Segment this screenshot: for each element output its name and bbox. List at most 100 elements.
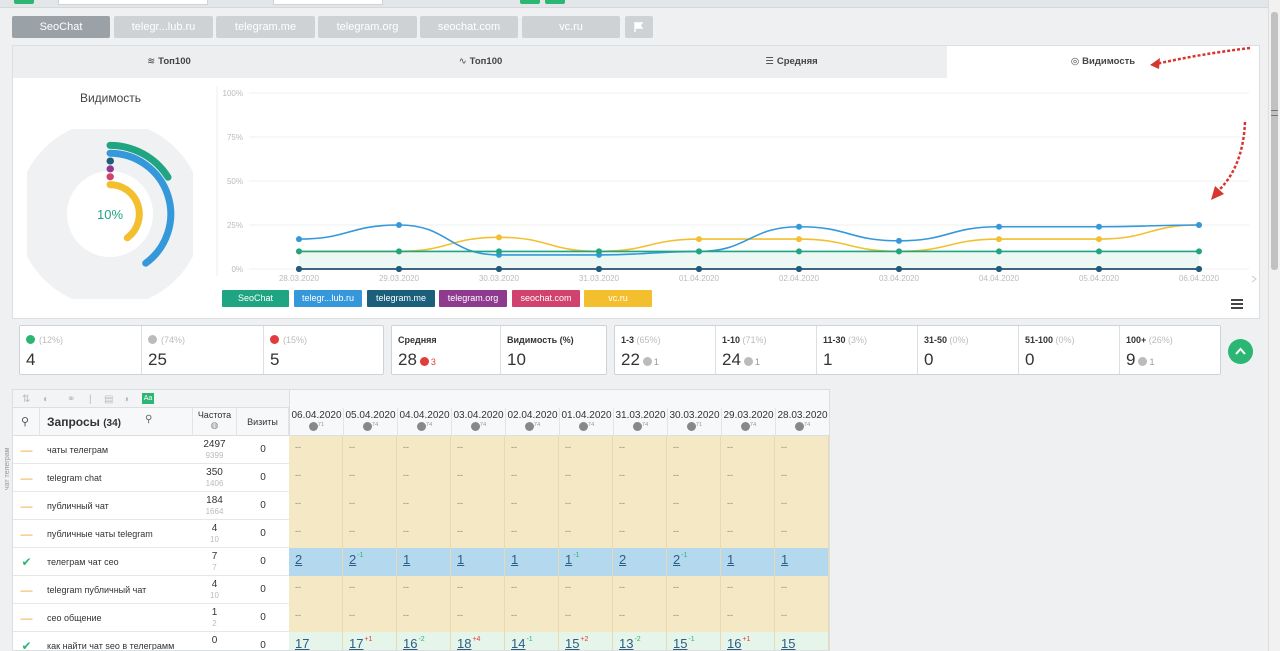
position-cell[interactable]: -- (289, 492, 343, 520)
position-cell[interactable]: -- (343, 604, 397, 632)
search-icon[interactable]: ⚲ (145, 414, 153, 425)
tab-top100[interactable]: ≋ Топ100 (13, 46, 325, 78)
position-value[interactable]: 1-1 (565, 552, 580, 567)
data-point[interactable] (896, 266, 902, 272)
data-point[interactable] (596, 248, 602, 255)
position-cell[interactable]: -- (505, 492, 559, 520)
position-cell[interactable]: -- (289, 436, 343, 464)
position-cell[interactable]: 1 (451, 548, 505, 576)
position-cell[interactable]: 2 (613, 548, 667, 576)
legend-seochat-com[interactable]: seochat.com (512, 290, 580, 307)
collapse-button[interactable] (1228, 339, 1253, 364)
position-value[interactable]: 2 (295, 552, 303, 567)
position-cell[interactable]: -- (667, 520, 721, 548)
position-cell[interactable]: -- (397, 492, 451, 520)
position-value[interactable]: 15 (781, 636, 796, 651)
position-cell[interactable]: -- (613, 492, 667, 520)
table-row[interactable]: — публичный чат 184 1664 0 -- -- -- -- -- -- -- -- --… (13, 492, 829, 520)
position-cell[interactable]: -- (397, 604, 451, 632)
position-cell[interactable]: -- (505, 576, 559, 604)
position-cell[interactable]: 1 (397, 548, 451, 576)
query-text[interactable]: публичный чат (47, 501, 109, 511)
data-point[interactable] (1196, 222, 1202, 228)
data-point[interactable] (996, 266, 1002, 272)
font-size-icon[interactable]: Aa (142, 393, 154, 404)
data-point[interactable] (1196, 266, 1202, 272)
position-value[interactable]: 17+1 (349, 636, 373, 651)
data-point[interactable] (696, 248, 702, 255)
data-point[interactable] (896, 248, 902, 255)
position-value[interactable]: 2-1 (673, 552, 688, 567)
query-text[interactable]: telegram публичный чат (47, 585, 147, 595)
legend-telegram-me[interactable]: telegram.me (367, 290, 435, 307)
position-cell[interactable]: -- (289, 604, 343, 632)
position-cell[interactable]: -- (613, 604, 667, 632)
position-value[interactable]: 17 (295, 636, 310, 651)
table-row[interactable]: — чаты телеграм 2497 9399 0 -- -- -- -- -- -- -- -- -… (13, 436, 829, 464)
position-cell[interactable]: -- (343, 436, 397, 464)
position-value[interactable]: 16+1 (727, 636, 751, 651)
date-column-header[interactable]: 03.04.2020 74 (452, 408, 506, 436)
data-point[interactable] (396, 266, 402, 272)
legend-telegram-org[interactable]: telegram.org (439, 290, 507, 307)
data-point[interactable] (296, 236, 302, 243)
position-cell[interactable]: -- (775, 464, 829, 492)
data-point[interactable] (796, 236, 802, 243)
position-cell[interactable]: -- (559, 520, 613, 548)
position-cell[interactable]: -- (343, 492, 397, 520)
green-button-2[interactable] (520, 0, 540, 4)
position-cell[interactable]: -- (451, 436, 505, 464)
position-cell[interactable]: -- (397, 576, 451, 604)
position-cell[interactable]: 16+1 (721, 632, 775, 651)
eye-icon[interactable]: ◐ (43, 394, 50, 405)
position-value[interactable]: 14-1 (511, 636, 533, 651)
data-point[interactable] (996, 223, 1002, 230)
table-row[interactable]: — telegram публичный чат 4 10 0 -- -- -- -- -- -- -… (13, 576, 829, 604)
position-value[interactable]: 13-2 (619, 636, 641, 651)
data-point[interactable] (1096, 266, 1102, 272)
date-column-header[interactable]: 04.04.2020 74 (398, 408, 452, 436)
calendar-icon[interactable]: ▤ (104, 394, 114, 405)
position-cell[interactable]: -- (613, 464, 667, 492)
data-point[interactable] (996, 248, 1002, 255)
date-column-header[interactable]: 29.03.2020 74 (722, 408, 776, 436)
data-point[interactable] (896, 237, 902, 244)
date-column-header[interactable]: 02.04.2020 74 (506, 408, 560, 436)
position-cell[interactable]: -- (451, 464, 505, 492)
data-point[interactable] (1096, 248, 1102, 255)
position-cell[interactable]: -- (667, 576, 721, 604)
position-cell[interactable]: 17 (289, 632, 343, 651)
position-cell[interactable]: -- (667, 464, 721, 492)
position-cell[interactable]: -- (667, 492, 721, 520)
position-value[interactable]: 1 (457, 552, 465, 567)
position-cell[interactable]: -- (505, 436, 559, 464)
position-cell[interactable]: -- (505, 464, 559, 492)
position-cell[interactable]: -- (721, 464, 775, 492)
position-cell[interactable]: -- (775, 492, 829, 520)
position-cell[interactable]: -- (505, 520, 559, 548)
top-input-2[interactable] (273, 0, 383, 5)
position-cell[interactable]: -- (505, 604, 559, 632)
date-column-header[interactable]: 30.03.2020 71 (668, 408, 722, 436)
data-point[interactable] (296, 266, 302, 272)
visits-column-header[interactable]: Визиты (237, 408, 289, 436)
position-value[interactable]: 1 (727, 552, 735, 567)
data-point[interactable] (1096, 223, 1102, 230)
position-cell[interactable]: 2-1 (343, 548, 397, 576)
query-text[interactable]: чаты телеграм (47, 445, 109, 455)
table-row[interactable]: — публичные чаты telegram 4 10 0 -- -- -- -- -- --… (13, 520, 829, 548)
position-cell[interactable]: -- (343, 464, 397, 492)
position-cell[interactable]: 18+4 (451, 632, 505, 650)
site-tab-seochat[interactable]: SeoChat (12, 16, 110, 38)
data-point[interactable] (296, 248, 302, 255)
position-cell[interactable]: -- (559, 464, 613, 492)
position-cell[interactable]: -- (721, 604, 775, 632)
query-text[interactable]: как найти чат seo в телеграмм (47, 641, 175, 651)
data-point[interactable] (396, 248, 402, 255)
table-row[interactable]: ✔ телеграм чат сео 7 7 0 2 2-1 1 1 1 1-1 2 2-1 1 1 (13, 548, 829, 576)
site-tab-seochat-com[interactable]: seochat.com (420, 16, 518, 38)
position-cell[interactable]: -- (775, 520, 829, 548)
query-text[interactable]: telegram chat (47, 473, 102, 483)
table-row[interactable]: — telegram chat 350 1406 0 -- -- -- -- -- -- -- -- --… (13, 464, 829, 492)
position-cell[interactable]: -- (559, 604, 613, 632)
